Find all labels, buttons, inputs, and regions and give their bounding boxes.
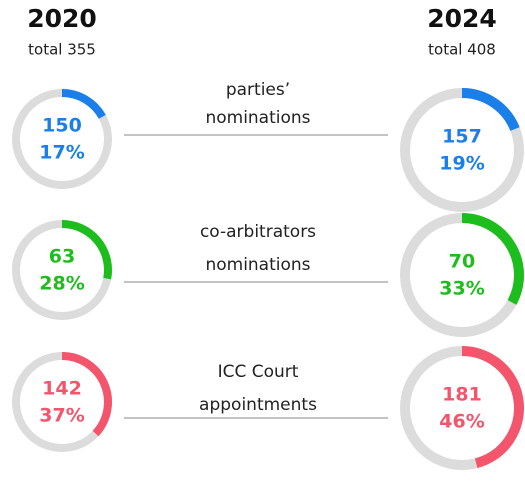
percent-label: 46% [439,411,484,433]
donut-arc [461,346,524,469]
donut-arc [461,88,520,132]
percent-label: 28% [39,273,84,295]
total: total 355 [28,41,96,59]
count-label: 181 [442,384,482,406]
count-label: 70 [449,251,475,273]
donut-arc [61,89,106,119]
row-label: nominations [205,255,310,275]
donut-arc [461,213,524,305]
row-label: appointments [199,395,317,415]
count-label: 63 [49,246,75,268]
year: 2020 [27,4,97,33]
row-label: ICC Court [218,362,299,382]
percent-label: 37% [39,405,84,427]
count-label: 142 [42,378,82,400]
total: total 408 [428,41,496,59]
percent-label: 17% [39,142,84,164]
row-label: parties’ [226,80,290,100]
donut-arc [61,352,112,437]
count-label: 150 [42,115,82,137]
row-label: co-arbitrators [200,222,316,242]
year: 2024 [427,4,497,33]
row-label: nominations [205,108,310,128]
percent-label: 19% [439,153,484,175]
percent-label: 33% [439,278,484,300]
donut-arc [61,220,112,280]
count-label: 157 [442,126,482,148]
